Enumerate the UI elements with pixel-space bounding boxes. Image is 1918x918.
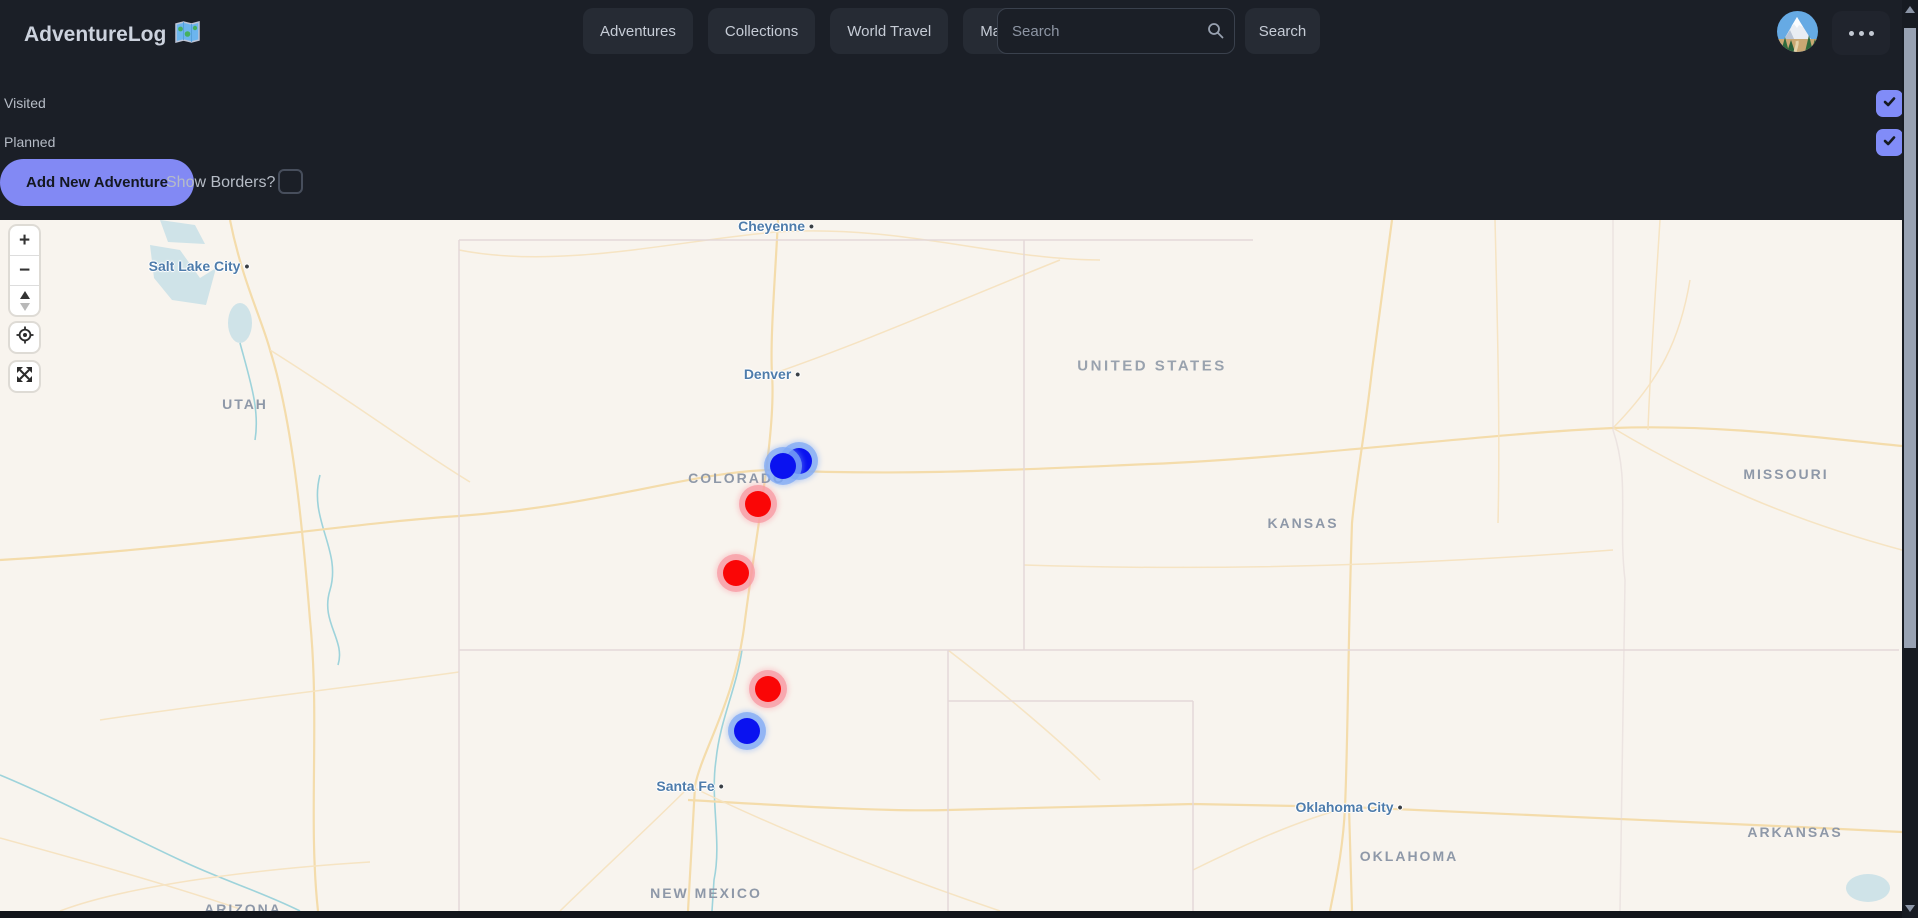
map-marker-red[interactable] (745, 491, 771, 517)
scrollbar-thumb[interactable] (1904, 28, 1916, 648)
city-label: Santa Fe • (656, 778, 724, 794)
app-logo[interactable]: AdventureLog (24, 20, 201, 50)
nav-adventures[interactable]: Adventures (583, 8, 693, 54)
fullscreen-icon (16, 366, 33, 388)
state-label: UTAH (222, 396, 268, 412)
state-label: ARKANSAS (1747, 824, 1843, 840)
map-zoom-controls: + − (10, 226, 39, 315)
visited-label: Visited (4, 95, 46, 111)
main-nav: Adventures Collections World Travel Map (583, 8, 1027, 54)
map-marker-red[interactable] (723, 560, 749, 586)
show-borders-label: Show Borders? (166, 174, 276, 191)
map-canvas[interactable]: UTAH COLORADO KANSAS MISSOURI UNITED STATES A… (0, 220, 1902, 911)
state-label: NEW MEXICO (650, 885, 762, 901)
map-marker-blue[interactable] (770, 453, 796, 479)
zoom-in-button[interactable]: + (18, 229, 31, 251)
search-box (997, 8, 1235, 54)
show-borders-checkbox[interactable] (278, 169, 303, 194)
state-label: UNITED STATES (1077, 357, 1227, 375)
city-label: Omaha (1472, 220, 1519, 221)
state-label: COLORADO (688, 470, 786, 486)
fullscreen-button[interactable] (10, 362, 39, 391)
planned-label: Planned (4, 134, 56, 150)
state-label: ARIZONA (204, 901, 282, 911)
map-marker-blue[interactable] (734, 718, 760, 744)
zoom-out-button[interactable]: − (10, 255, 39, 285)
world-map-emoji-icon (174, 20, 201, 50)
more-menu-button[interactable] (1832, 11, 1890, 55)
check-icon (1882, 133, 1897, 153)
planned-checkbox[interactable] (1876, 129, 1903, 156)
ellipsis-icon (1848, 30, 1874, 36)
horizontal-scrollbar[interactable] (0, 911, 1902, 918)
search-input[interactable] (997, 8, 1235, 54)
vertical-scrollbar[interactable] (1902, 0, 1918, 918)
map-base-layer (0, 220, 1902, 911)
search-button[interactable]: Search (1245, 8, 1320, 54)
scroll-down-icon[interactable] (1905, 905, 1915, 912)
state-label: MISSOURI (1743, 466, 1829, 482)
check-icon (1882, 94, 1897, 114)
user-avatar[interactable] (1777, 11, 1818, 52)
add-new-adventure-button[interactable]: Add New Adventure (0, 159, 194, 206)
app-header: AdventureLog Adventures Collections Worl… (0, 0, 1903, 220)
city-label: Salt Lake City • (148, 258, 250, 274)
city-label: Cheyenne • (738, 220, 814, 234)
map-marker-red[interactable] (755, 676, 781, 702)
state-label: OKLAHOMA (1359, 848, 1459, 864)
compass-icon[interactable] (10, 285, 39, 315)
nav-world-travel[interactable]: World Travel (830, 8, 949, 54)
scroll-up-icon[interactable] (1905, 6, 1915, 13)
state-label: KANSAS (1267, 515, 1339, 531)
nav-collections[interactable]: Collections (707, 8, 816, 54)
city-label: Denver • (743, 366, 801, 382)
city-label: Oklahoma City • (1295, 799, 1403, 815)
visited-checkbox[interactable] (1876, 90, 1903, 117)
search-icon (1207, 22, 1224, 44)
app-title: AdventureLog (24, 23, 167, 46)
geolocate-button[interactable] (10, 323, 39, 352)
geolocate-icon (16, 326, 34, 349)
